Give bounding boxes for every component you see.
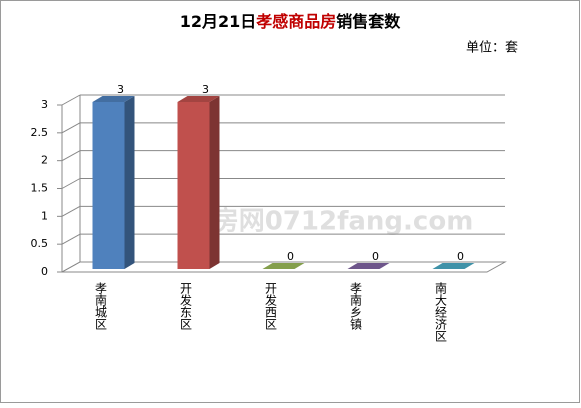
data-label: 0	[372, 250, 379, 263]
y-tick-label: 0	[41, 265, 48, 278]
title-segment: 孝感商品房	[255, 12, 336, 31]
x-tick-label: 孝南城区	[94, 282, 108, 330]
chart-title: 12月21日孝感商品房销售套数	[180, 12, 402, 31]
x-tick-label: 孝南乡镇	[349, 282, 363, 331]
grid-line	[61, 261, 81, 273]
bar	[92, 96, 135, 269]
y-tick-label: 1	[41, 209, 48, 222]
grid-line	[61, 178, 81, 189]
bar-top	[262, 263, 305, 269]
y-tick-label: 3	[41, 98, 48, 111]
bar	[262, 263, 305, 269]
title-segment: 12月21日	[180, 12, 257, 31]
bar-side	[209, 96, 220, 269]
bar	[177, 96, 220, 269]
y-tick-label: 2	[41, 154, 48, 167]
title-segment: 销售套数	[336, 12, 401, 31]
grid-line	[61, 233, 81, 245]
bar-top	[432, 263, 475, 269]
x-tick-label: 南大经济区	[434, 281, 448, 342]
subtitle: 单位：套	[466, 40, 518, 56]
bar	[432, 263, 475, 269]
grid-line	[61, 122, 81, 134]
data-label: 0	[457, 250, 464, 263]
y-tick-label: 1.5	[31, 182, 49, 195]
y-tick-label: 2.5	[31, 126, 49, 139]
bar-top	[347, 263, 390, 269]
grid-line	[61, 205, 81, 217]
watermark: 孝房网0712fang.com	[187, 206, 474, 237]
bar-front	[177, 102, 210, 269]
bar-top	[177, 96, 220, 102]
y-tick-label: 0.5	[31, 237, 49, 250]
grid-line	[61, 94, 81, 106]
bar-side	[124, 96, 135, 269]
bar-top	[92, 96, 135, 102]
x-tick-label: 开发西区	[264, 282, 278, 330]
bar-front	[92, 102, 125, 269]
data-label: 3	[202, 83, 209, 96]
x-tick-label: 开发东区	[179, 282, 193, 330]
data-label: 0	[287, 250, 294, 263]
bar	[347, 263, 390, 269]
data-label: 3	[117, 83, 124, 96]
grid-line	[61, 150, 81, 162]
